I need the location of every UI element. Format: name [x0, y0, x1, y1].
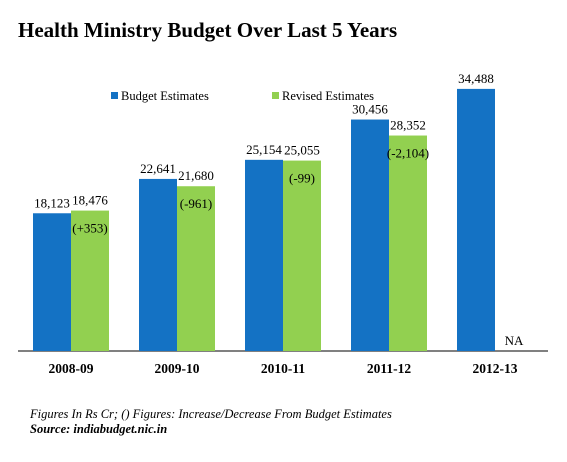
bar-budget-2009-10 — [139, 178, 177, 351]
bar-revised-2009-10 — [177, 186, 215, 351]
chart-title: Health Ministry Budget Over Last 5 Years — [18, 18, 398, 42]
data-label-revised-2009-10: 21,680 — [178, 168, 214, 183]
data-label-revised-2012-13: NA — [505, 333, 524, 348]
difference-label-2010-11: (-99) — [289, 171, 315, 186]
footnote-note: Figures In Rs Cr; () Figures: Increase/D… — [30, 407, 392, 421]
x-tick-label-2008-09: 2008-09 — [49, 361, 94, 376]
legend-label-1: Revised Estimates — [282, 89, 374, 103]
bar-revised-2011-12 — [389, 135, 427, 351]
x-tick-label-2012-13: 2012-13 — [473, 361, 518, 376]
data-label-revised-2008-09: 18,476 — [72, 193, 108, 208]
data-label-budget-2009-10: 22,641 — [140, 161, 176, 176]
difference-label-2011-12: (-2,104) — [387, 146, 429, 161]
data-label-revised-2010-11: 25,055 — [284, 143, 320, 158]
data-label-revised-2011-12: 28,352 — [390, 118, 426, 133]
bar-budget-2011-12 — [351, 119, 389, 352]
bar-budget-2010-11 — [245, 159, 283, 351]
data-label-budget-2012-13: 34,488 — [458, 71, 494, 86]
x-tick-label-2010-11: 2010-11 — [261, 361, 306, 376]
difference-label-2008-09: (+353) — [72, 221, 108, 236]
footnote: Figures In Rs Cr; () Figures: Increase/D… — [30, 407, 392, 437]
bar-budget-2008-09 — [33, 213, 71, 351]
bar-revised-2010-11 — [283, 160, 321, 351]
data-label-budget-2008-09: 18,123 — [34, 195, 70, 210]
difference-label-2009-10: (-961) — [180, 196, 213, 211]
bar-budget-2012-13 — [457, 88, 495, 351]
x-tick-label-2009-10: 2009-10 — [155, 361, 200, 376]
legend-swatch-0 — [111, 92, 118, 99]
x-tick-label-2011-12: 2011-12 — [367, 361, 412, 376]
bar-revised-2008-09 — [71, 210, 109, 351]
footnote-source: Source: indiabudget.nic.in — [30, 422, 168, 436]
data-label-budget-2011-12: 30,456 — [352, 102, 388, 117]
data-label-budget-2010-11: 25,154 — [246, 142, 282, 157]
legend-swatch-1 — [272, 92, 279, 99]
legend-label-0: Budget Estimates — [121, 89, 209, 103]
bar-chart: Budget Estimates Revised Estimates 18,123 1… — [18, 71, 548, 376]
